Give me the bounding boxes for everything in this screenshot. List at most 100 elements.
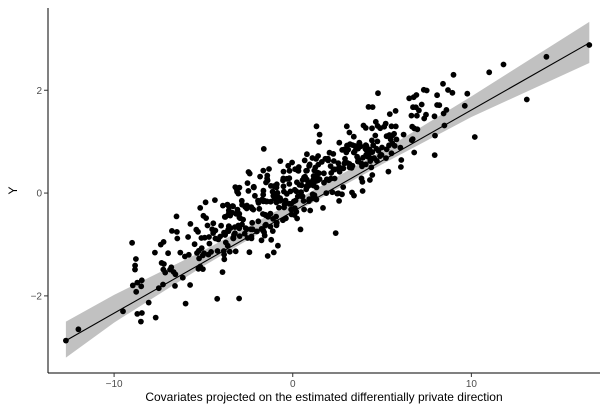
data-point xyxy=(256,205,263,212)
data-point xyxy=(356,139,363,146)
data-point xyxy=(313,123,320,130)
data-point xyxy=(316,139,322,145)
data-point xyxy=(330,151,337,157)
data-point xyxy=(275,242,281,249)
data-point xyxy=(292,197,299,204)
data-point xyxy=(237,215,244,222)
data-point xyxy=(221,256,228,263)
data-point xyxy=(269,188,276,195)
data-point xyxy=(217,233,224,240)
data-point xyxy=(392,108,399,114)
data-point xyxy=(313,196,320,203)
data-point xyxy=(500,61,507,68)
data-point xyxy=(243,226,250,233)
data-point xyxy=(386,111,393,117)
trend-line xyxy=(65,42,590,342)
data-point xyxy=(220,202,226,209)
data-point xyxy=(420,86,427,93)
data-point xyxy=(194,250,200,256)
data-point xyxy=(336,198,342,204)
data-point xyxy=(276,204,282,211)
data-point xyxy=(316,131,323,138)
data-point xyxy=(257,173,263,180)
data-point xyxy=(162,269,169,276)
data-point xyxy=(219,269,226,275)
data-point xyxy=(197,205,204,211)
data-point xyxy=(244,202,250,209)
data-point xyxy=(246,170,253,177)
data-point xyxy=(139,310,145,316)
data-point xyxy=(342,155,348,162)
data-point xyxy=(75,326,82,333)
data-point xyxy=(179,274,186,281)
data-point xyxy=(174,235,181,242)
data-point xyxy=(138,318,144,325)
scatter-points-layer xyxy=(63,42,593,344)
data-point xyxy=(341,160,348,167)
data-point xyxy=(360,122,367,129)
data-point xyxy=(277,158,284,165)
data-point xyxy=(214,295,221,302)
data-point xyxy=(261,232,268,239)
data-point xyxy=(273,199,280,206)
data-point xyxy=(173,213,180,220)
data-point xyxy=(398,164,404,170)
data-point xyxy=(392,123,399,130)
data-point xyxy=(206,234,212,240)
axes xyxy=(47,8,600,374)
x-tick-label: 10 xyxy=(466,379,478,390)
data-point xyxy=(187,221,194,227)
data-point xyxy=(304,167,310,174)
data-point xyxy=(218,222,225,229)
data-point xyxy=(157,241,164,248)
data-point xyxy=(312,164,319,171)
data-point xyxy=(255,197,261,204)
data-point xyxy=(273,213,279,220)
data-point xyxy=(274,190,281,196)
data-point xyxy=(408,137,415,144)
data-point xyxy=(285,162,292,169)
data-point xyxy=(440,80,446,87)
data-point xyxy=(329,189,336,196)
data-point xyxy=(369,125,375,132)
data-point xyxy=(134,311,141,317)
data-point xyxy=(288,200,295,207)
data-point xyxy=(543,53,550,60)
data-point xyxy=(365,153,371,160)
data-point xyxy=(365,104,372,110)
data-point xyxy=(413,92,420,98)
data-point xyxy=(145,299,152,306)
data-point xyxy=(328,175,334,182)
data-point xyxy=(269,228,276,235)
data-point xyxy=(281,201,288,208)
data-point xyxy=(331,166,338,173)
data-point xyxy=(342,146,349,153)
data-point xyxy=(423,111,429,118)
data-point xyxy=(301,206,307,213)
data-point xyxy=(170,269,177,275)
data-point xyxy=(346,164,353,171)
data-point xyxy=(445,87,451,93)
data-point xyxy=(359,178,366,185)
data-point xyxy=(388,123,395,130)
data-point xyxy=(161,261,167,267)
x-axis-title: Covariates projected on the estimated di… xyxy=(145,390,502,404)
data-point xyxy=(294,179,300,186)
data-point xyxy=(286,181,293,187)
data-point xyxy=(182,300,189,307)
data-point xyxy=(314,169,321,176)
data-point xyxy=(204,222,211,229)
data-point xyxy=(280,177,286,184)
data-point xyxy=(281,188,287,195)
data-point xyxy=(398,157,405,163)
data-point xyxy=(330,158,337,164)
data-point xyxy=(310,173,317,179)
data-point xyxy=(203,215,210,222)
data-point xyxy=(244,180,251,187)
data-point xyxy=(358,160,365,167)
data-point xyxy=(391,130,397,137)
data-point xyxy=(185,251,192,258)
data-point xyxy=(449,89,456,96)
data-point xyxy=(129,239,136,246)
